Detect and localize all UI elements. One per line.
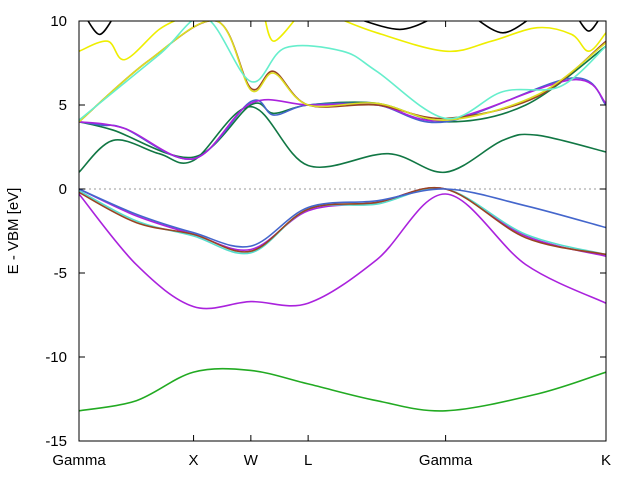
band-line-14 — [79, 21, 177, 61]
y-tick-label: -5 — [54, 265, 67, 282]
y-tick-label: -15 — [45, 433, 67, 450]
y-tick-label: 5 — [59, 97, 67, 114]
band-line-7 — [79, 105, 606, 174]
band-line-2 — [79, 193, 606, 310]
y-tick-label: 10 — [50, 13, 67, 30]
x-tick-label: W — [244, 452, 259, 469]
band-line-15 — [264, 21, 295, 43]
band-line-3 — [79, 187, 606, 257]
band-line-16 — [342, 21, 606, 53]
band-line-5 — [79, 186, 606, 256]
band-line-6 — [79, 188, 606, 248]
band-line-12 — [79, 21, 606, 123]
plot-frame — [78, 20, 607, 442]
band-line-1 — [79, 367, 606, 412]
y-axis-title: E - VBM [eV] — [5, 188, 22, 275]
y-tick-label: -10 — [45, 349, 67, 366]
band-line-18 — [362, 21, 429, 31]
band-line-17 — [87, 21, 113, 36]
y-tick-label: 0 — [59, 181, 67, 198]
plot-background — [79, 21, 606, 441]
x-tick-label: Gamma — [419, 452, 473, 469]
x-tick-label: L — [304, 452, 312, 469]
band-line-13 — [79, 21, 606, 121]
x-tick-label: K — [601, 452, 611, 469]
band-line-19 — [477, 21, 528, 34]
x-tick-label: X — [189, 452, 199, 469]
x-tick-label: Gamma — [52, 452, 106, 469]
